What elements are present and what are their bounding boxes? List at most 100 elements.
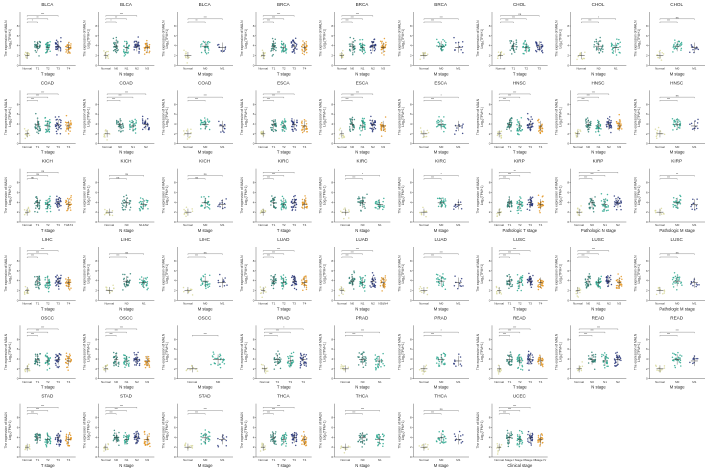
significance-label: *** (503, 97, 506, 101)
scatter-group-t3 (526, 196, 534, 211)
data-point (362, 119, 364, 121)
data-point (137, 42, 139, 44)
y-tick-label: 4 (567, 44, 569, 48)
data-point (284, 120, 287, 122)
y-axis-label-line2: Log₂(TPM+1) (244, 342, 248, 362)
data-point (542, 204, 544, 207)
data-point (59, 133, 62, 135)
data-point (520, 197, 522, 199)
data-point (38, 202, 41, 205)
data-point (373, 46, 376, 48)
data-point (353, 271, 356, 274)
data-point (615, 44, 618, 46)
y-tick-label: 8 (331, 181, 333, 185)
data-point (299, 367, 302, 369)
scatter-group-m1 (216, 43, 227, 53)
data-point (137, 360, 139, 363)
data-point (58, 115, 60, 118)
data-point (58, 196, 61, 199)
data-point (122, 126, 125, 129)
scatter-group-normal (260, 130, 265, 137)
data-point (590, 283, 592, 286)
data-point (282, 48, 284, 50)
x-tick-label: T1 (272, 302, 276, 306)
data-point (360, 130, 362, 132)
data-point (381, 44, 384, 46)
y-axis-label-line1: The expression of MALN (4, 20, 8, 57)
data-point (200, 205, 202, 208)
data-point (290, 352, 293, 355)
significance-label: *** (513, 91, 516, 95)
significance-bracket (659, 100, 678, 102)
y-tick-label: 2 (646, 54, 648, 58)
data-point (60, 354, 62, 356)
data-point (121, 202, 123, 205)
y-axis-label-line2: Log₂(TPM+1) (86, 342, 90, 362)
data-point (192, 366, 195, 369)
data-point (382, 363, 384, 365)
data-point (679, 120, 681, 123)
data-point (384, 280, 386, 283)
data-point (271, 119, 273, 122)
data-point (381, 52, 383, 54)
data-point (348, 276, 351, 279)
y-axis-label-line2: Log₂(TPM+1) (558, 29, 562, 49)
significance-label: ns (41, 170, 44, 173)
data-point (528, 122, 531, 125)
data-point (277, 362, 279, 365)
data-point (382, 200, 384, 203)
scatter-group-m1 (217, 198, 227, 210)
data-point (584, 281, 587, 284)
y-axis-label-line2: Log₂(TPM+1) (165, 342, 169, 362)
data-point (65, 45, 68, 47)
y-tick-label: 0 (95, 63, 97, 67)
data-point (54, 202, 57, 204)
subplot-title: HNSC (513, 80, 527, 85)
data-point (343, 135, 345, 138)
data-point (292, 121, 294, 123)
data-point (264, 372, 267, 374)
y-tick-label: 8 (253, 24, 255, 28)
x-tick-label: Normal (419, 67, 429, 71)
data-point (676, 274, 679, 276)
data-point (67, 369, 69, 371)
significance-bracket (27, 18, 48, 20)
data-point (148, 45, 151, 48)
x-tick-label: T3 (292, 302, 296, 306)
data-point (282, 197, 285, 200)
y-axis-label-line2: Log₂(TPM+1) (8, 342, 12, 362)
y-tick-label: 4 (253, 44, 255, 48)
y-tick-label: 4 (95, 122, 97, 126)
data-point (680, 49, 682, 51)
x-tick-label: Normal (419, 302, 429, 306)
significance-label: *** (272, 15, 275, 19)
y-tick-label: 2 (489, 54, 491, 58)
x-tick-label: Normal (258, 223, 268, 227)
data-point (381, 290, 383, 292)
x-tick-label: T2 (282, 67, 286, 71)
data-point (215, 357, 218, 360)
x-tick-label: M0 (675, 223, 679, 227)
x-tick-label: T1 (508, 145, 512, 149)
data-point (281, 283, 284, 285)
y-axis-label-line1: The expression of MALN (397, 20, 401, 57)
x-axis-title: N stage (355, 385, 370, 390)
data-point (679, 199, 682, 201)
data-point (596, 48, 598, 50)
data-point (302, 126, 304, 128)
data-point (224, 206, 226, 209)
scatter-group-normal (656, 49, 665, 61)
data-point (680, 44, 682, 47)
data-point (260, 363, 263, 366)
data-point (516, 123, 518, 126)
data-point (55, 364, 57, 366)
y-axis-label-line2: Log₂(TPM+1) (558, 264, 562, 284)
data-point (528, 272, 530, 275)
data-point (141, 128, 144, 131)
data-point (419, 58, 421, 61)
data-point (304, 275, 306, 278)
data-point (606, 121, 608, 123)
